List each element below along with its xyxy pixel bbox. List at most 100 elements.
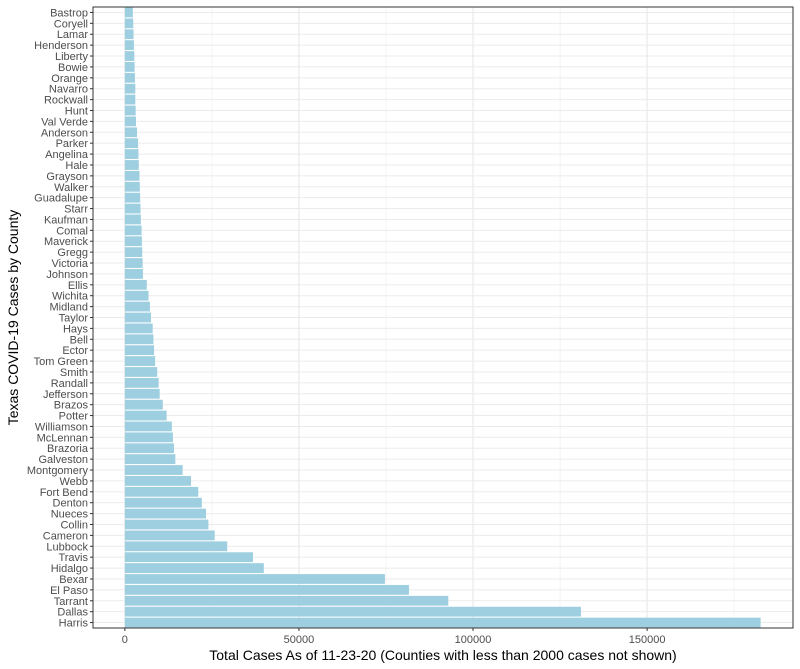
y-tick-label: Navarro <box>49 84 88 96</box>
bar <box>124 606 581 617</box>
bar <box>124 367 158 377</box>
bar <box>124 18 134 29</box>
bar <box>124 312 151 323</box>
bar <box>124 345 155 356</box>
bar <box>124 323 153 334</box>
y-tick-label: Grayson <box>46 171 88 183</box>
y-tick-label: Comal <box>56 225 88 237</box>
y-tick-label: Henderson <box>34 40 88 52</box>
bar <box>124 530 215 541</box>
y-tick-label: Walker <box>54 182 88 194</box>
x-tick-label: 50000 <box>284 634 315 646</box>
bar <box>124 170 140 181</box>
bar <box>124 541 228 552</box>
bar <box>124 465 183 475</box>
bar <box>124 116 136 127</box>
bar <box>124 595 449 606</box>
bar <box>124 236 142 247</box>
y-tick-label: Webb <box>59 476 88 488</box>
y-tick-label: Brazoria <box>47 443 89 455</box>
bar <box>124 40 134 51</box>
y-tick-label: Hunt <box>65 106 88 118</box>
y-tick-label: Hidalgo <box>51 563 88 575</box>
bar <box>124 7 133 18</box>
bar <box>124 149 139 159</box>
bar <box>124 105 136 116</box>
y-tick-label: Gregg <box>57 247 88 259</box>
bar <box>124 388 160 399</box>
y-tick-label: Midland <box>49 302 88 314</box>
bar <box>124 301 150 312</box>
bar <box>124 269 143 279</box>
y-tick-label: Lamar <box>57 29 89 41</box>
bar <box>124 356 156 366</box>
y-tick-label: Randall <box>51 378 88 390</box>
bar <box>124 29 134 40</box>
y-tick-label: Travis <box>58 552 88 564</box>
bar <box>124 279 147 290</box>
bar <box>124 138 139 149</box>
bar <box>124 83 136 94</box>
y-tick-label: Brazos <box>54 400 89 412</box>
y-axis-title: Texas COVID-19 Cases by County <box>5 210 21 426</box>
bar <box>124 127 138 138</box>
y-tick-label: Coryell <box>54 18 88 30</box>
bar <box>124 203 141 214</box>
bar <box>124 377 159 388</box>
y-tick-label: El Paso <box>50 585 88 597</box>
bar <box>124 214 141 225</box>
y-tick-label: Jefferson <box>43 389 88 401</box>
bars <box>124 7 761 628</box>
y-tick-label: Rockwall <box>44 95 88 107</box>
y-tick-label: Taylor <box>59 313 89 325</box>
bar <box>124 94 136 105</box>
y-tick-label: Lubbock <box>46 541 88 553</box>
y-tick-label: Bell <box>70 334 88 346</box>
bar <box>124 181 140 192</box>
y-tick-label: Bastrop <box>50 7 88 19</box>
y-tick-label: Orange <box>51 73 88 85</box>
y-tick-label: Tom Green <box>34 356 88 368</box>
x-tick-label: 150000 <box>629 634 666 646</box>
y-tick-label: Collin <box>60 520 88 532</box>
y-tick-label: Liberty <box>55 51 89 63</box>
bar <box>124 584 409 595</box>
y-tick-label: Ector <box>62 345 88 357</box>
y-tick-label: Nueces <box>51 509 89 521</box>
y-tick-label: Ellis <box>68 280 89 292</box>
y-tick-label: Cameron <box>43 530 88 542</box>
y-tick-label: Fort Bend <box>40 487 88 499</box>
bar <box>124 72 135 83</box>
bar <box>124 552 253 563</box>
y-tick-label: Potter <box>59 411 89 423</box>
x-tick-label: 100000 <box>455 634 492 646</box>
y-tick-label: Victoria <box>52 258 89 270</box>
bar <box>124 192 141 203</box>
y-tick-label: Kaufman <box>44 214 88 226</box>
y-tick-label: Dallas <box>57 607 88 619</box>
bar <box>124 454 176 465</box>
y-tick-label: Guadalupe <box>34 193 88 205</box>
y-tick-label: Smith <box>60 367 88 379</box>
y-tick-label: Harris <box>59 618 89 630</box>
x-tick-label: 0 <box>122 634 128 646</box>
y-tick-label: Tarrant <box>54 596 88 608</box>
bar <box>124 617 761 628</box>
y-tick-label: Val Verde <box>41 116 88 128</box>
y-tick-label: Galveston <box>38 454 88 466</box>
y-tick-label: Denton <box>53 498 88 510</box>
y-tick-label: Bowie <box>58 62 88 74</box>
bar <box>124 290 149 301</box>
bar <box>124 432 173 443</box>
bar <box>124 225 142 236</box>
bar <box>124 334 154 345</box>
y-tick-label: Starr <box>64 204 88 216</box>
y-tick-label: Hays <box>63 323 89 335</box>
y-tick-label: Williamson <box>35 421 88 433</box>
bar <box>124 62 135 72</box>
bar <box>124 443 174 454</box>
bar <box>124 247 143 258</box>
bar <box>124 160 139 170</box>
